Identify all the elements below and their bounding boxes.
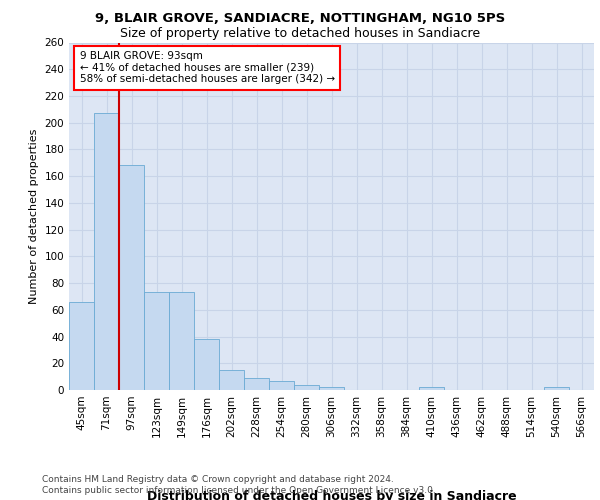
Bar <box>144 292 169 390</box>
Text: 9, BLAIR GROVE, SANDIACRE, NOTTINGHAM, NG10 5PS: 9, BLAIR GROVE, SANDIACRE, NOTTINGHAM, N… <box>95 12 505 26</box>
Bar <box>294 384 319 390</box>
Bar <box>119 166 144 390</box>
Bar <box>94 114 119 390</box>
Bar <box>419 388 444 390</box>
Text: Size of property relative to detached houses in Sandiacre: Size of property relative to detached ho… <box>120 28 480 40</box>
Y-axis label: Number of detached properties: Number of detached properties <box>29 128 39 304</box>
Text: Contains HM Land Registry data © Crown copyright and database right 2024.: Contains HM Land Registry data © Crown c… <box>42 475 394 484</box>
Bar <box>269 380 294 390</box>
Text: 9 BLAIR GROVE: 93sqm
← 41% of detached houses are smaller (239)
58% of semi-deta: 9 BLAIR GROVE: 93sqm ← 41% of detached h… <box>79 51 335 84</box>
Bar <box>319 388 344 390</box>
Bar <box>544 388 569 390</box>
Bar <box>194 339 219 390</box>
Bar <box>219 370 244 390</box>
Bar <box>169 292 194 390</box>
Bar <box>69 302 94 390</box>
Bar <box>244 378 269 390</box>
X-axis label: Distribution of detached houses by size in Sandiacre: Distribution of detached houses by size … <box>146 490 517 500</box>
Text: Contains public sector information licensed under the Open Government Licence v3: Contains public sector information licen… <box>42 486 436 495</box>
